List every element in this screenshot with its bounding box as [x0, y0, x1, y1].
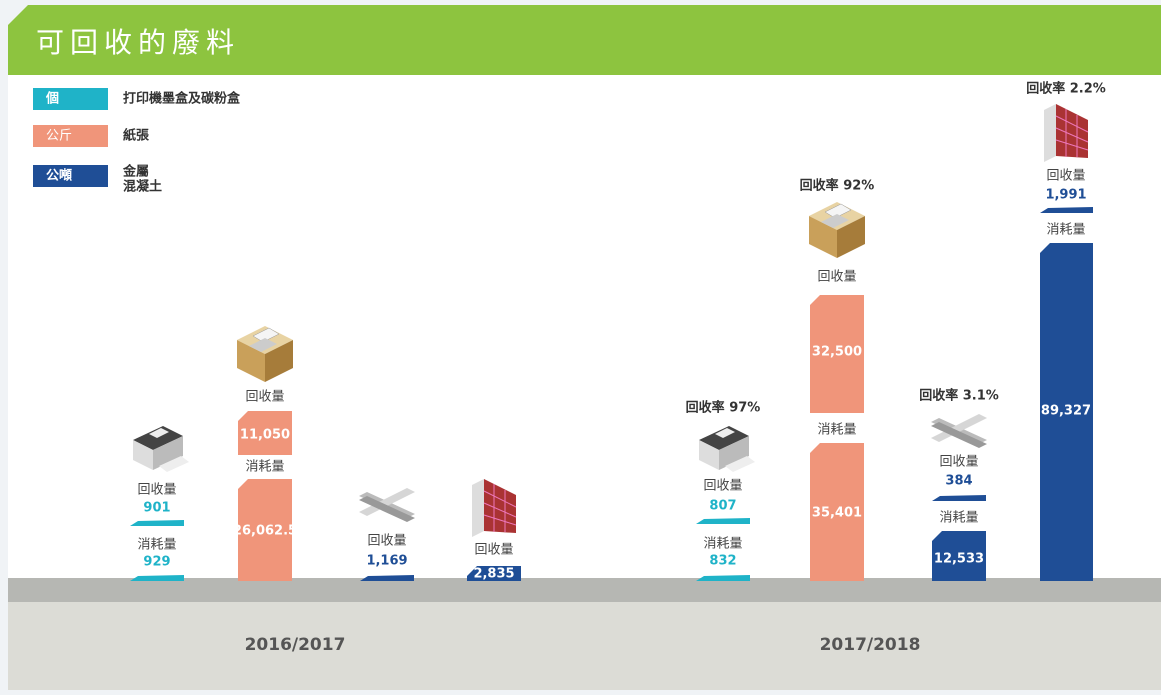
- legend-swatch: [33, 125, 108, 147]
- label: 回收量: [245, 390, 284, 405]
- title: 可回收的廢料: [36, 26, 240, 59]
- label: 回收量: [1046, 169, 1085, 184]
- header-bar: [8, 5, 1161, 75]
- bar: [130, 575, 184, 581]
- label: 832: [709, 554, 736, 569]
- bar: [467, 566, 521, 581]
- label: 807: [709, 499, 736, 514]
- label: 消耗量: [703, 537, 742, 552]
- legend-swatch: [33, 88, 108, 110]
- label: 回收率 97%: [686, 400, 761, 416]
- period-label: 2017/2018: [820, 635, 921, 655]
- bar: [696, 518, 750, 524]
- label: 89,327: [1041, 404, 1091, 419]
- label: 35,401: [812, 506, 862, 521]
- label: 2,835: [473, 567, 514, 582]
- legend-label: 混凝土: [123, 179, 162, 195]
- label: 回收量: [137, 483, 176, 498]
- label: 回收率 2.2%: [1026, 81, 1106, 97]
- footer: [8, 602, 1161, 690]
- label: 回收量: [703, 479, 742, 494]
- legend-unit: 個: [45, 91, 59, 107]
- bar: [1040, 243, 1093, 581]
- label: 回收量: [474, 543, 513, 558]
- bar: [238, 411, 292, 455]
- label: 回收率 3.1%: [919, 388, 999, 404]
- bar: [238, 479, 292, 581]
- label: 901: [143, 501, 170, 516]
- ground: [8, 578, 1161, 602]
- items: 回收量 901 消耗量 929 回收量 11,050 消耗量 26,062.5 回收量 1,169…: [130, 81, 1106, 582]
- bar: [932, 531, 986, 581]
- label: 384: [945, 474, 972, 489]
- legend-label: 金屬: [122, 164, 149, 180]
- legend-unit: 公噸: [46, 168, 72, 184]
- legend-unit: 公斤: [46, 129, 72, 144]
- period-label: 2016/2017: [245, 635, 346, 655]
- label: 26,062.5: [233, 524, 297, 539]
- legend-label: 打印機墨盒及碳粉盒: [123, 91, 241, 107]
- bar: [810, 295, 864, 413]
- label: 12,533: [934, 552, 984, 567]
- bar: [1040, 207, 1093, 213]
- bar: [360, 575, 414, 581]
- label: 929: [143, 555, 170, 570]
- legend-swatch: [33, 165, 108, 187]
- bar: [130, 520, 184, 526]
- bar: [696, 575, 750, 581]
- label: 回收量: [817, 270, 856, 285]
- label: 32,500: [812, 345, 862, 360]
- label: 消耗量: [137, 538, 176, 553]
- label: 回收率 92%: [800, 178, 875, 194]
- bar: [932, 495, 986, 501]
- legend-label: 紙張: [123, 128, 150, 144]
- label: 回收量: [939, 455, 978, 470]
- label: 回收量: [367, 534, 406, 549]
- label: 消耗量: [939, 511, 978, 526]
- label: 消耗量: [245, 460, 284, 475]
- label: 1,991: [1045, 188, 1086, 203]
- label: 消耗量: [817, 423, 856, 438]
- label: 消耗量: [1046, 223, 1085, 238]
- label: 1,169: [366, 554, 407, 569]
- label: 11,050: [240, 428, 290, 443]
- bar: [810, 443, 864, 581]
